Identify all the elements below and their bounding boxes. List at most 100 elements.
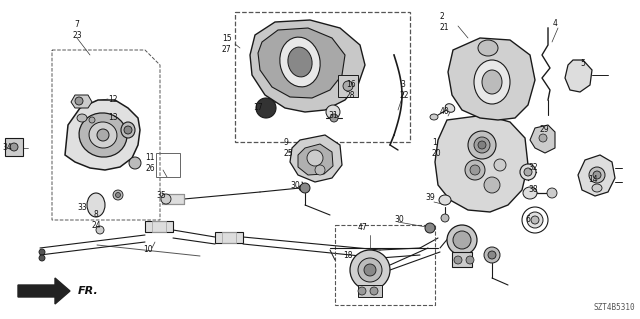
Ellipse shape bbox=[527, 212, 543, 228]
Ellipse shape bbox=[115, 192, 120, 197]
Text: SZT4B5310: SZT4B5310 bbox=[593, 303, 635, 312]
Bar bbox=[162, 194, 184, 204]
Polygon shape bbox=[565, 60, 592, 92]
Text: 3
22: 3 22 bbox=[400, 80, 410, 100]
Polygon shape bbox=[298, 144, 333, 175]
Ellipse shape bbox=[468, 131, 496, 159]
Text: 13: 13 bbox=[108, 113, 118, 122]
Polygon shape bbox=[530, 125, 555, 153]
Ellipse shape bbox=[113, 190, 123, 200]
Bar bbox=[222, 232, 236, 243]
Ellipse shape bbox=[470, 165, 480, 175]
Ellipse shape bbox=[79, 113, 127, 157]
Ellipse shape bbox=[539, 134, 547, 142]
Ellipse shape bbox=[484, 247, 500, 263]
Text: 29: 29 bbox=[540, 125, 550, 135]
Ellipse shape bbox=[520, 164, 536, 180]
Bar bbox=[215, 232, 243, 243]
Ellipse shape bbox=[454, 256, 462, 264]
Polygon shape bbox=[18, 278, 70, 304]
Bar bbox=[235, 12, 410, 142]
Ellipse shape bbox=[299, 185, 305, 191]
Ellipse shape bbox=[280, 37, 320, 87]
Text: 4: 4 bbox=[553, 19, 558, 28]
Bar bbox=[358, 285, 382, 297]
Text: 35: 35 bbox=[156, 191, 166, 201]
Ellipse shape bbox=[441, 214, 449, 222]
Ellipse shape bbox=[447, 225, 477, 255]
Ellipse shape bbox=[524, 168, 532, 176]
Bar bbox=[162, 194, 184, 204]
Ellipse shape bbox=[10, 143, 18, 151]
Polygon shape bbox=[290, 135, 342, 182]
Text: 8
24: 8 24 bbox=[91, 210, 101, 230]
Text: 9
25: 9 25 bbox=[283, 138, 292, 158]
Bar bbox=[452, 252, 472, 267]
Polygon shape bbox=[435, 115, 528, 212]
Ellipse shape bbox=[129, 157, 141, 169]
Bar bbox=[152, 221, 166, 232]
Ellipse shape bbox=[89, 117, 95, 123]
Ellipse shape bbox=[350, 250, 390, 290]
Text: 12: 12 bbox=[108, 94, 118, 103]
Text: 34: 34 bbox=[2, 144, 12, 152]
Polygon shape bbox=[578, 155, 615, 196]
Ellipse shape bbox=[592, 184, 602, 192]
Ellipse shape bbox=[96, 226, 104, 234]
Ellipse shape bbox=[478, 141, 486, 149]
Ellipse shape bbox=[124, 126, 132, 134]
Ellipse shape bbox=[589, 167, 605, 183]
Ellipse shape bbox=[89, 122, 117, 148]
Ellipse shape bbox=[121, 122, 135, 138]
Ellipse shape bbox=[315, 165, 325, 175]
Text: 40: 40 bbox=[440, 108, 450, 116]
Text: 16
28: 16 28 bbox=[346, 80, 356, 100]
Ellipse shape bbox=[330, 114, 338, 122]
Ellipse shape bbox=[343, 81, 353, 91]
Ellipse shape bbox=[523, 187, 537, 199]
Ellipse shape bbox=[484, 177, 500, 193]
Polygon shape bbox=[250, 20, 365, 112]
Ellipse shape bbox=[474, 137, 490, 153]
Text: 18: 18 bbox=[343, 251, 353, 261]
Bar bbox=[335, 225, 435, 305]
Ellipse shape bbox=[488, 251, 496, 259]
Ellipse shape bbox=[300, 183, 310, 193]
Text: 38: 38 bbox=[528, 186, 538, 195]
Text: 32: 32 bbox=[528, 164, 538, 173]
Text: 15
27: 15 27 bbox=[222, 34, 232, 54]
Text: 7
23: 7 23 bbox=[72, 20, 82, 40]
Ellipse shape bbox=[439, 195, 451, 205]
Ellipse shape bbox=[466, 256, 474, 264]
Text: 30: 30 bbox=[394, 216, 404, 225]
Text: 39: 39 bbox=[425, 194, 435, 203]
Ellipse shape bbox=[326, 105, 340, 119]
Ellipse shape bbox=[77, 114, 87, 122]
Ellipse shape bbox=[39, 249, 45, 255]
Ellipse shape bbox=[364, 264, 376, 276]
Ellipse shape bbox=[547, 188, 557, 198]
Ellipse shape bbox=[430, 114, 438, 120]
Text: 14: 14 bbox=[588, 175, 598, 184]
Bar bbox=[338, 75, 358, 97]
Text: 30: 30 bbox=[290, 181, 300, 189]
Text: 1
20: 1 20 bbox=[432, 138, 442, 158]
Text: 31: 31 bbox=[328, 110, 338, 120]
Ellipse shape bbox=[288, 47, 312, 77]
Ellipse shape bbox=[478, 40, 498, 56]
Ellipse shape bbox=[97, 129, 109, 141]
Ellipse shape bbox=[87, 193, 105, 217]
Polygon shape bbox=[65, 100, 140, 170]
Ellipse shape bbox=[482, 70, 502, 94]
Polygon shape bbox=[258, 28, 345, 98]
Bar bbox=[5, 138, 23, 156]
Ellipse shape bbox=[425, 223, 435, 233]
Ellipse shape bbox=[256, 98, 276, 118]
Text: FR.: FR. bbox=[78, 286, 99, 296]
Ellipse shape bbox=[465, 160, 485, 180]
Text: 17: 17 bbox=[253, 103, 262, 113]
Text: 2
21: 2 21 bbox=[440, 12, 449, 32]
Ellipse shape bbox=[358, 258, 382, 282]
Ellipse shape bbox=[370, 287, 378, 295]
Ellipse shape bbox=[445, 104, 455, 112]
